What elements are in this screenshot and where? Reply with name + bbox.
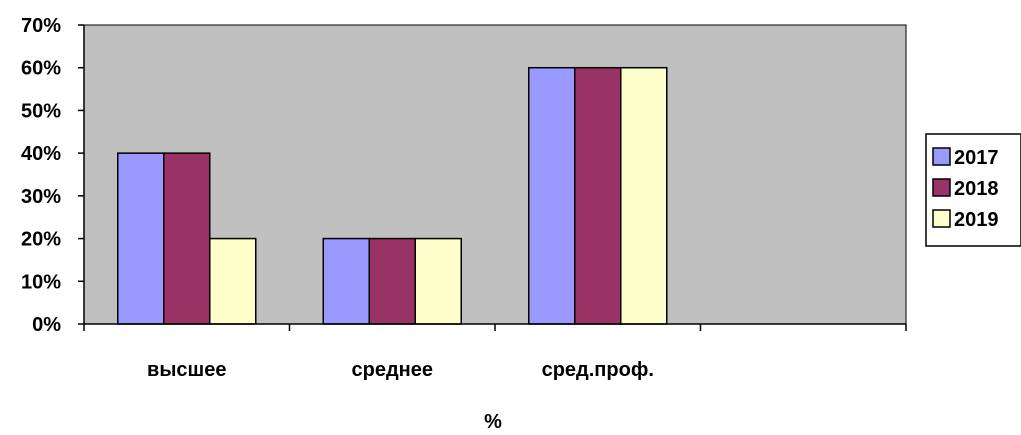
y-tick-label: 10% bbox=[21, 271, 61, 293]
y-tick-label: 30% bbox=[21, 186, 61, 208]
legend-label-2018: 2018 bbox=[954, 178, 999, 200]
bar-2019-1 bbox=[414, 237, 462, 325]
legend-label-2017: 2017 bbox=[954, 147, 999, 169]
bar-2017-1 bbox=[322, 237, 370, 325]
legend: 2017 2018 2019 bbox=[925, 133, 1021, 247]
y-tick-label: 40% bbox=[21, 143, 61, 165]
axes-group bbox=[78, 24, 907, 331]
bar-2019-0 bbox=[209, 237, 257, 325]
y-tick-label: 70% bbox=[21, 15, 61, 37]
x-tick-label: среднее bbox=[352, 359, 433, 381]
y-tick-label: 60% bbox=[21, 58, 61, 80]
y-tick-labels: 0% 10% 20% 30% 40% 50% 60% 70% bbox=[21, 15, 61, 336]
x-axis-title: % bbox=[484, 411, 502, 430]
bar-2018-2 bbox=[574, 66, 622, 325]
y-tick-label: 50% bbox=[21, 100, 61, 122]
bar-2018-0 bbox=[163, 152, 211, 325]
bar-2019-2 bbox=[620, 66, 668, 325]
bar-2017-2 bbox=[528, 66, 576, 325]
bar-2018-1 bbox=[368, 237, 416, 325]
legend-swatch-2017 bbox=[932, 147, 951, 166]
bars-group bbox=[117, 66, 668, 325]
bar-2017-0 bbox=[117, 152, 165, 325]
y-tick-label: 0% bbox=[32, 314, 61, 336]
legend-swatch-2018 bbox=[932, 178, 951, 197]
y-tick-label: 20% bbox=[21, 229, 61, 251]
x-tick-label: высшее bbox=[147, 359, 226, 381]
legend-label-2019: 2019 bbox=[954, 209, 999, 231]
x-tick-labels: высшее среднее сред.проф. bbox=[147, 359, 654, 381]
legend-swatch-2019 bbox=[932, 209, 951, 228]
x-tick-label: сред.проф. bbox=[542, 359, 654, 381]
